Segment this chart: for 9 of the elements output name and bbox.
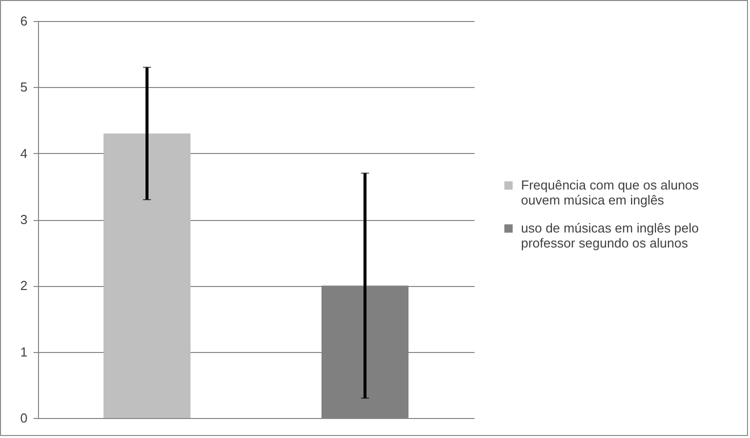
y-tick-label: 0: [20, 410, 28, 426]
y-tick-label: 3: [20, 212, 28, 227]
y-tick-label: 1: [20, 344, 28, 360]
y-tick-label: 6: [20, 14, 28, 28]
y-tick-label: 5: [20, 80, 28, 95]
legend-label: uso de músicas em inglês pelo professor segundo os alunos: [521, 220, 699, 250]
y-tick-label: 2: [20, 278, 28, 294]
y-tick-label: 4: [20, 146, 28, 161]
legend-label: Frequência com que os alunos ouvem música em inglês: [521, 178, 700, 208]
